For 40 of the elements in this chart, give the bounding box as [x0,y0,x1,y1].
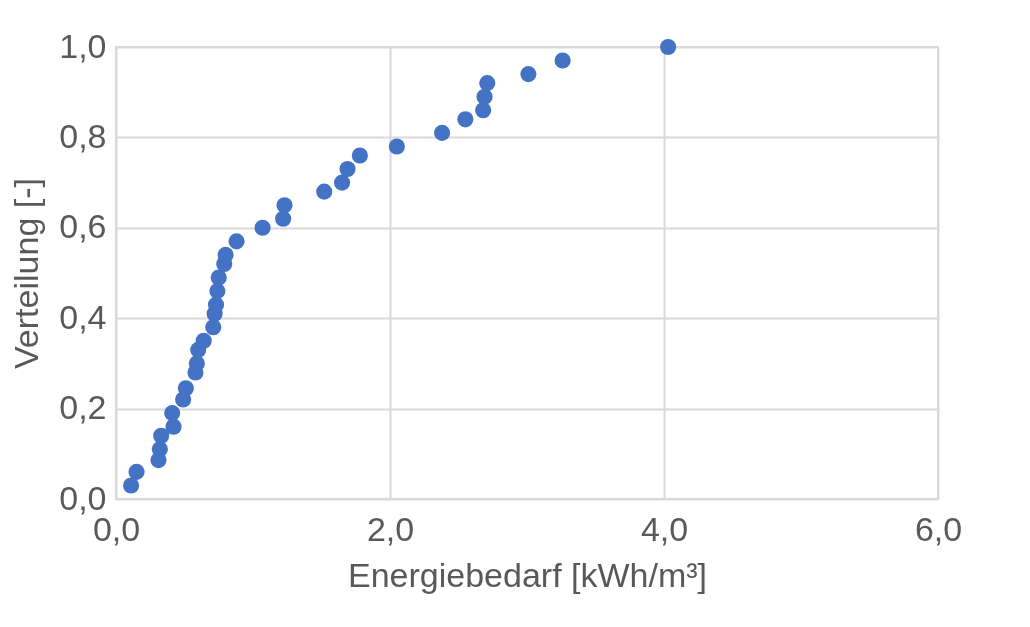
y-axis-title: Verteilung [-] [7,178,46,369]
point [660,38,677,56]
point [123,477,140,494]
x-tick-label: 2,0 [366,509,415,548]
point [195,332,212,349]
y-tick-label: 0,6 [59,207,107,246]
x-tick-label: 4,0 [640,509,689,548]
point [165,418,182,435]
y-tick-label: 0,8 [59,116,107,155]
point [457,111,474,128]
point [520,66,537,83]
point [210,269,227,286]
y-tick-label: 1,0 [59,26,107,65]
point [209,283,226,300]
point [275,210,292,227]
y-tick-label: 0,4 [59,297,107,336]
point [151,441,168,458]
point [254,219,271,236]
point [316,183,333,200]
point [128,463,145,480]
point [476,88,493,105]
point [388,138,405,155]
point [333,174,351,191]
point [554,52,571,69]
point [205,319,222,336]
x-tick-label: 6,0 [914,509,963,548]
point [351,147,368,164]
point [434,124,451,141]
point [276,197,293,214]
point [164,405,181,422]
point [479,75,496,92]
point [177,380,194,397]
point [228,233,245,250]
point [475,102,492,119]
point [217,246,234,263]
point [207,296,225,313]
point [339,160,356,178]
x-axis-title: Energiebedarf [kWh/m³] [347,555,708,594]
y-tick-label: 0,2 [59,388,107,427]
point [153,427,170,444]
